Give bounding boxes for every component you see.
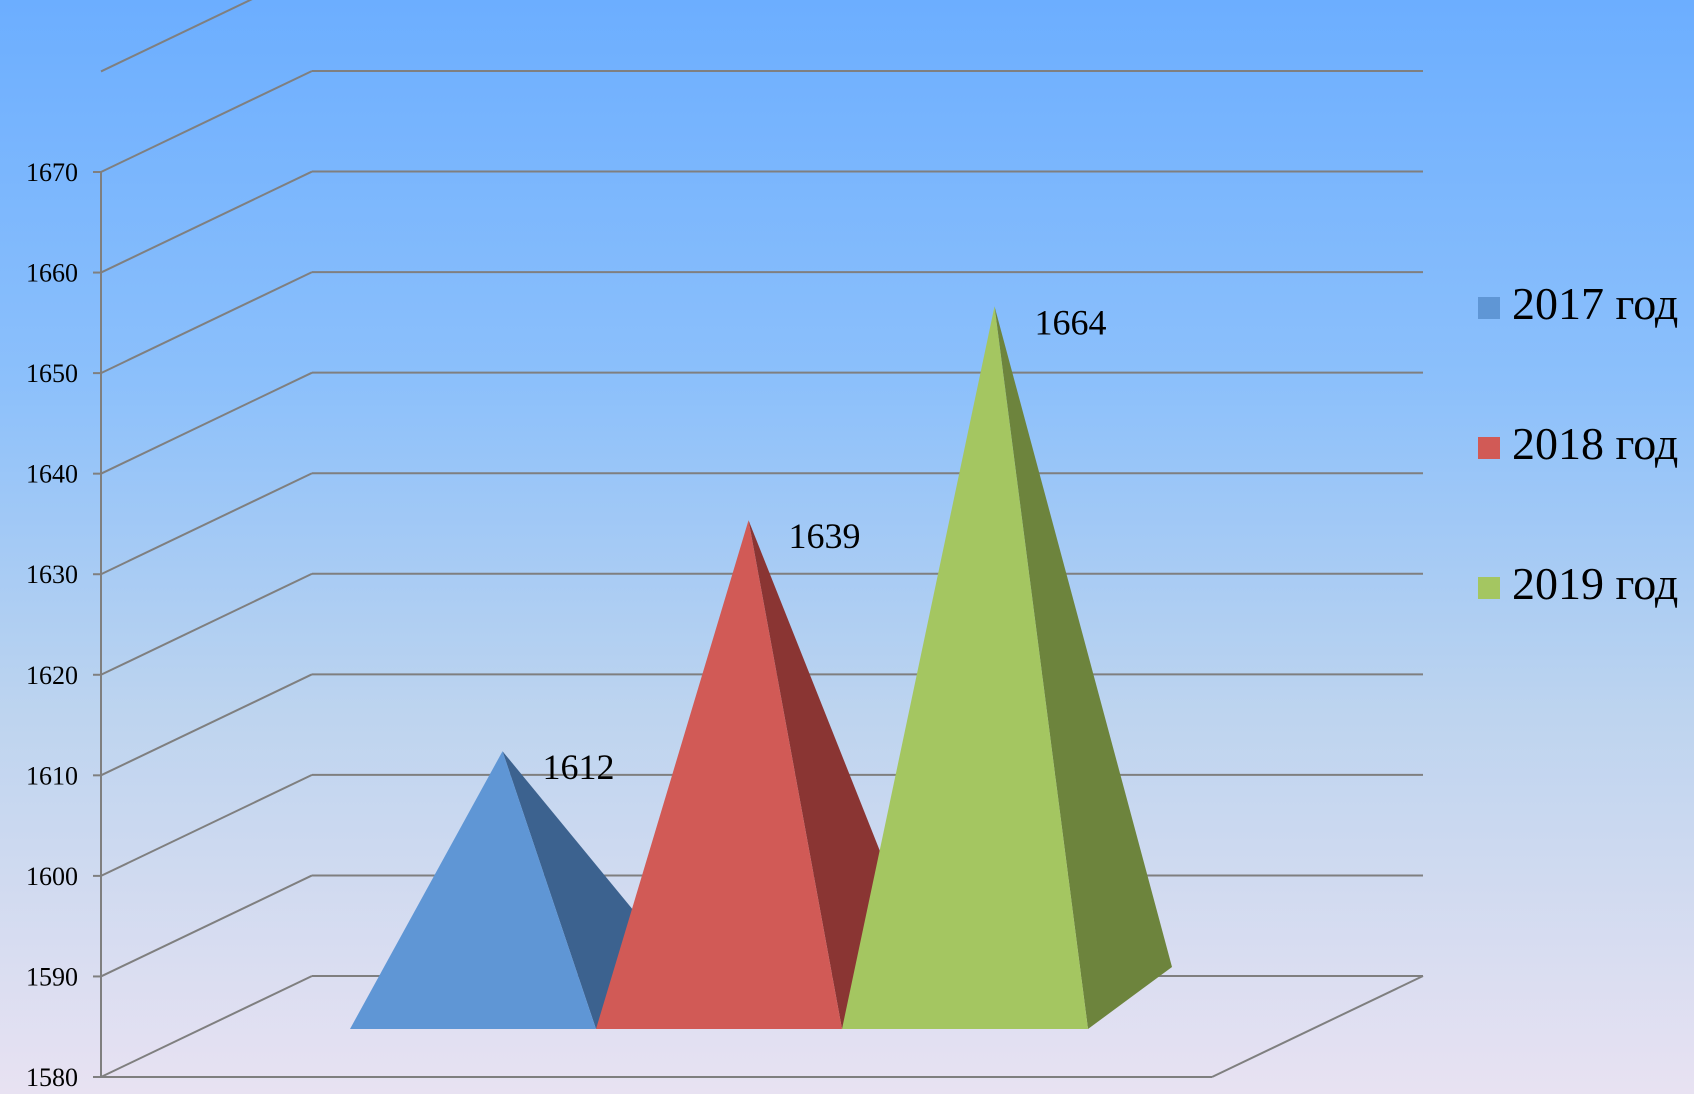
y-tick-label: 1620 xyxy=(26,661,78,690)
gridline-diagonal xyxy=(100,170,313,274)
legend-swatch-1 xyxy=(1478,297,1500,319)
pyramid-series xyxy=(350,306,1172,1029)
data-label-3: 1664 xyxy=(1035,302,1107,342)
gridline-diagonal xyxy=(100,0,253,73)
gridline-diagonal xyxy=(100,572,313,676)
gridline-diagonal xyxy=(100,874,313,978)
legend-swatch-3 xyxy=(1478,577,1500,599)
y-tick-label: 1610 xyxy=(26,761,78,790)
pyramid-front-3 xyxy=(842,306,1088,1029)
floor-side-edge xyxy=(1211,975,1424,1078)
y-tick-label: 1590 xyxy=(26,962,78,991)
pyramid-side-3 xyxy=(994,306,1172,1029)
legend-label-1: 2017 год xyxy=(1512,278,1678,329)
legend-swatch-2 xyxy=(1478,437,1500,459)
gridline-diagonal xyxy=(100,975,313,1078)
gridline-diagonal xyxy=(100,271,313,375)
legend: 2017 год 2018 год 2019 год xyxy=(1478,278,1678,609)
y-axis: 1580 1590 1600 1610 1620 1630 1640 1650 1660 1670 xyxy=(26,158,102,1092)
gridline-diagonal xyxy=(100,773,313,877)
y-tick-label: 1600 xyxy=(26,862,78,891)
data-label-2: 1639 xyxy=(789,516,861,556)
legend-label-3: 2019 год xyxy=(1512,558,1678,609)
y-tick-label: 1580 xyxy=(26,1063,78,1092)
gridline-diagonal xyxy=(100,371,313,475)
legend-label-2: 2018 год xyxy=(1512,418,1678,469)
gridline-diagonal xyxy=(100,472,313,576)
y-tick-label: 1650 xyxy=(26,359,78,388)
gridline-diagonal xyxy=(100,70,313,173)
pyramid-front-2 xyxy=(596,520,842,1029)
y-tick-label: 1640 xyxy=(26,460,78,489)
y-tick-label: 1670 xyxy=(26,158,78,187)
pyramid-front-1 xyxy=(350,751,596,1029)
y-tick-label: 1630 xyxy=(26,560,78,589)
data-label-1: 1612 xyxy=(543,747,615,787)
y-tick-label: 1660 xyxy=(26,259,78,288)
gridline-diagonal xyxy=(100,673,313,777)
data-labels: 1612 1639 1664 xyxy=(543,302,1107,787)
